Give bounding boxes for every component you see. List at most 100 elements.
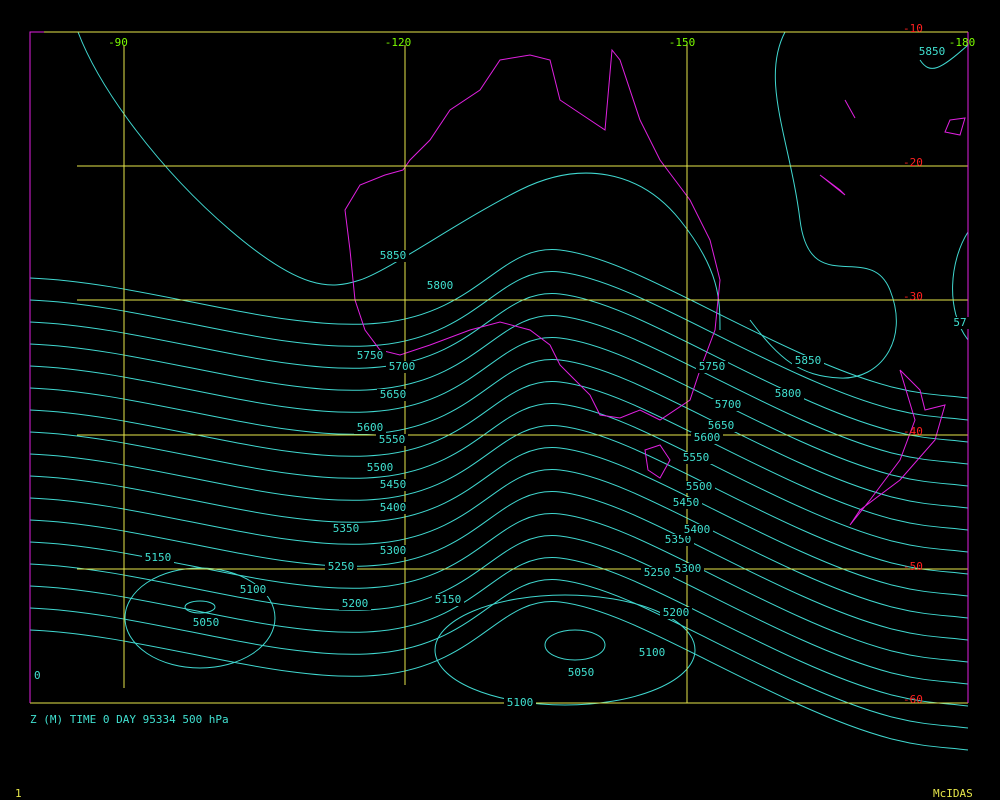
label-background [237, 584, 269, 596]
latitude-label: -60 [903, 693, 923, 706]
contour-label: 5800 [427, 279, 454, 292]
longitude-labels: -90 -120 -150 -180 [108, 36, 975, 49]
label-background [377, 502, 409, 514]
contour-label: 5550 [379, 433, 406, 446]
contour [184, 600, 216, 614]
label-background [712, 399, 744, 411]
label-background [680, 452, 712, 464]
latitude-label: -20 [903, 156, 923, 169]
latitude-label: -40 [903, 425, 923, 438]
latitude-label: -50 [903, 560, 923, 573]
contour [919, 44, 969, 69]
contour-label: 5200 [342, 597, 369, 610]
label-background [683, 481, 715, 493]
contour-label: 5150 [435, 593, 462, 606]
contour-label: 5600 [694, 431, 721, 444]
coastline [344, 48, 966, 526]
label-background [565, 667, 597, 679]
label-background [377, 389, 409, 401]
islands [819, 99, 966, 196]
label-background [681, 524, 713, 536]
label-background [916, 46, 948, 58]
contour [29, 513, 969, 663]
contour [29, 579, 969, 729]
contour-labels: 5850580057505700565056005550550054505400… [142, 45, 976, 709]
contour [29, 315, 969, 465]
contour-lines [29, 31, 969, 751]
longitude-label: -150 [669, 36, 696, 49]
new-zealand [849, 369, 946, 526]
label-background [660, 607, 692, 619]
label-background [325, 561, 357, 573]
contour [29, 601, 969, 751]
contour-label: 5400 [380, 501, 407, 514]
contour-label: 57 [953, 316, 966, 329]
label-background [670, 497, 702, 509]
contour [29, 447, 969, 597]
contour-label: 5550 [683, 451, 710, 464]
contour [29, 535, 969, 685]
contour-label: 5150 [145, 551, 172, 564]
australia [344, 48, 721, 421]
contour [29, 249, 969, 399]
contour-label: 5250 [328, 560, 355, 573]
label-background [432, 594, 464, 606]
label-background [386, 361, 418, 373]
contour [952, 231, 969, 341]
corner-label: 0 [34, 669, 41, 682]
label-background [354, 422, 386, 434]
contour [29, 271, 969, 421]
label-background [190, 617, 222, 629]
contour-label: 5600 [357, 421, 384, 434]
contour-label: 5750 [699, 360, 726, 373]
contour [29, 403, 969, 553]
caption: Z (M) TIME 0 DAY 95334 500 hPa [30, 713, 229, 726]
label-background [662, 534, 694, 546]
contour-label: 5100 [639, 646, 666, 659]
contour [29, 557, 969, 707]
label-background [339, 598, 371, 610]
latitude-label: -30 [903, 290, 923, 303]
label-background [672, 563, 704, 575]
contour [29, 337, 969, 487]
contour-label: 5350 [665, 533, 692, 546]
contour [29, 425, 969, 575]
label-background [330, 523, 362, 535]
contour-label: 5500 [367, 461, 394, 474]
contour-label: 5250 [644, 566, 671, 579]
label-background [636, 647, 668, 659]
contour-label: 5300 [380, 544, 407, 557]
contour-label: 5300 [675, 562, 702, 575]
contour-label: 5850 [380, 249, 407, 262]
contour-label: 5750 [357, 349, 384, 362]
contour-label: 5800 [775, 387, 802, 400]
contour-label: 5450 [673, 496, 700, 509]
contour-label: 5850 [919, 45, 946, 58]
contour-label: 5700 [715, 398, 742, 411]
contour-label: 5100 [507, 696, 534, 709]
label-background [376, 434, 408, 446]
label-background [504, 697, 536, 709]
contour-label: 5400 [684, 523, 711, 536]
frame-number: 1 [15, 787, 22, 800]
contour-label: 5650 [380, 388, 407, 401]
tasmania [644, 444, 671, 479]
label-background [377, 250, 409, 262]
label-background [142, 552, 174, 564]
contour-label: 5100 [240, 583, 267, 596]
contour-label: 5450 [380, 478, 407, 491]
frame [29, 31, 44, 703]
label-background [772, 388, 804, 400]
label-background [696, 361, 728, 373]
contour-label: 5050 [193, 616, 220, 629]
contour [29, 293, 969, 443]
label-background [792, 355, 824, 367]
contour [29, 491, 969, 641]
label-background [354, 350, 386, 362]
contour-label: 5200 [663, 606, 690, 619]
contour-label: 5700 [389, 360, 416, 373]
contour [29, 381, 969, 531]
longitude-label: -180 [949, 36, 976, 49]
